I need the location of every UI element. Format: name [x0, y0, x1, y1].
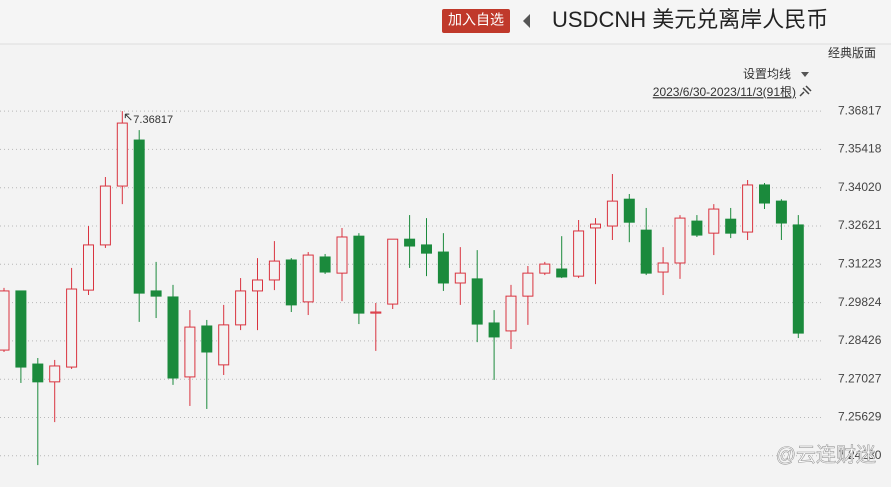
candle-body — [235, 290, 247, 326]
annotation-arrow — [124, 113, 132, 121]
candle-body — [252, 279, 263, 292]
candle-body — [775, 200, 787, 224]
candle-body — [66, 288, 78, 368]
y-tick-label: 7.25629 — [838, 410, 882, 424]
y-tick-label: 7.29824 — [838, 295, 882, 309]
candle-body — [708, 208, 720, 234]
range-label[interactable]: 2023/6/30-2023/11/3(91根) — [653, 85, 796, 99]
candle-body — [15, 290, 27, 368]
candle-body — [0, 290, 10, 351]
page-title: USDCNH 美元兑离岸人民币 — [552, 7, 828, 32]
candle-body — [32, 363, 44, 383]
candle-body — [150, 290, 162, 297]
candle-body — [488, 322, 500, 338]
dropdown-arrow[interactable] — [801, 72, 809, 77]
candle-body — [302, 254, 314, 303]
candle-body — [268, 260, 280, 281]
candle-body — [218, 324, 230, 366]
candle-body — [454, 272, 466, 284]
candle-body — [49, 365, 61, 383]
candle-body — [285, 259, 297, 306]
y-tick-label: 7.35418 — [838, 142, 882, 156]
y-tick-label: 7.24230 — [838, 448, 882, 462]
candle-body — [370, 311, 382, 314]
candle-body — [792, 224, 804, 334]
candle-body — [556, 268, 568, 278]
candle-body — [471, 278, 483, 325]
candle-body — [606, 200, 618, 227]
candle-body — [319, 256, 331, 273]
candle-body — [116, 122, 128, 187]
y-tick-label: 7.32621 — [838, 218, 882, 232]
back-arrow[interactable] — [523, 14, 530, 28]
candle-body — [522, 272, 534, 297]
add-button-bg[interactable] — [442, 9, 510, 33]
candle-body — [759, 184, 770, 204]
candle-body — [201, 325, 213, 353]
y-tick-label: 7.34020 — [838, 180, 882, 194]
y-tick-label: 7.31223 — [838, 256, 882, 270]
candle-body — [505, 295, 517, 332]
candle-body — [539, 263, 551, 274]
candle-body — [623, 198, 635, 223]
candle-body — [167, 296, 179, 379]
watermark: @云连财迷 — [776, 443, 876, 466]
candle-body — [184, 326, 196, 378]
high-label: 7.36817 — [133, 114, 173, 126]
candle-body — [336, 236, 348, 274]
candle-body — [742, 184, 754, 233]
candle-body — [387, 238, 399, 305]
candle-body — [353, 235, 365, 314]
y-tick-label: 7.36817 — [838, 103, 882, 117]
candle-body — [133, 139, 145, 294]
pin-icon[interactable] — [799, 85, 812, 97]
layout-toggle[interactable]: 经典版面 — [828, 46, 876, 60]
ma-setting[interactable]: 设置均线 — [743, 67, 791, 81]
candle-body — [573, 230, 585, 277]
candle-body — [640, 229, 652, 274]
y-tick-label: 7.28426 — [838, 333, 882, 347]
candle-body — [437, 251, 449, 284]
candle-body — [83, 244, 94, 291]
candle-body — [674, 217, 686, 264]
candle-body — [404, 238, 416, 247]
candle-body — [590, 223, 601, 229]
candle-body — [421, 244, 432, 254]
candle-body — [657, 262, 669, 273]
add-button[interactable]: 加入自选 — [448, 12, 504, 28]
candle-body — [725, 218, 737, 234]
candle-body — [99, 185, 111, 246]
candle-body — [691, 220, 703, 236]
y-tick-label: 7.27027 — [838, 371, 882, 385]
